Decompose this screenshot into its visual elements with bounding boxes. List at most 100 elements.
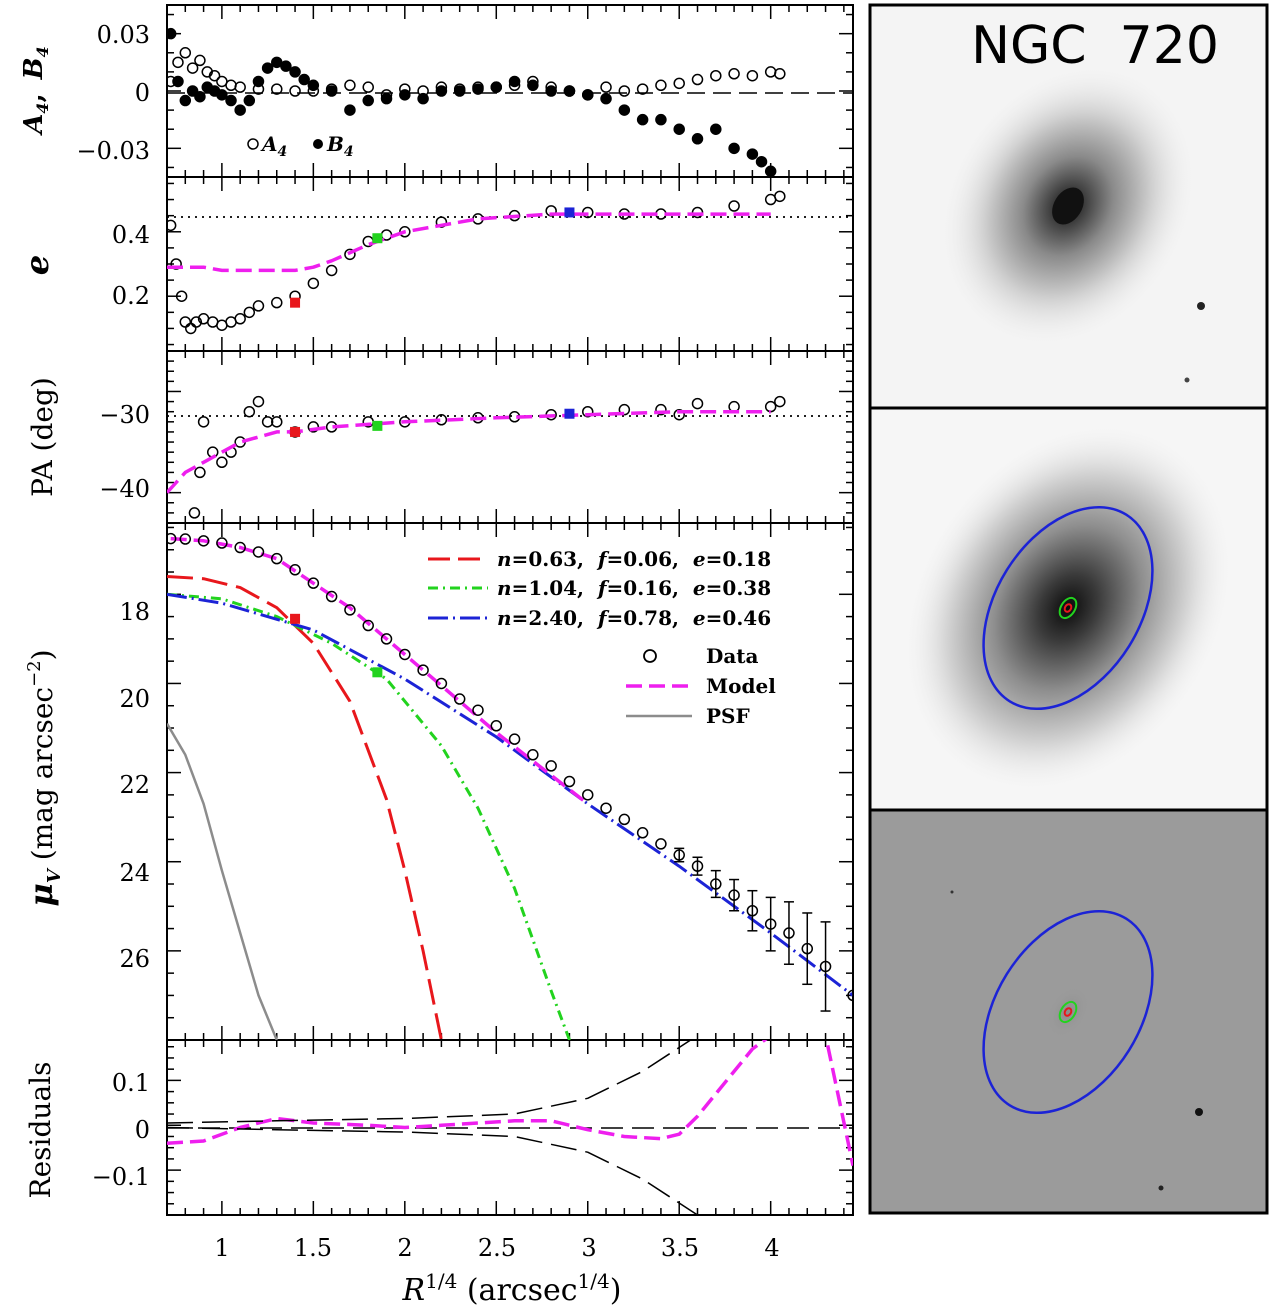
b4-point [618, 104, 631, 116]
legend-a4-marker [247, 138, 259, 150]
legend-eq: = [706, 547, 723, 571]
legend-a4-label: A4 [260, 132, 287, 160]
data-point [216, 456, 228, 469]
b4-point [289, 66, 301, 78]
b4-point [234, 104, 246, 116]
data-point [490, 720, 503, 732]
data-point [216, 537, 228, 549]
component2-isophote [1058, 596, 1078, 620]
legend-n-label: n [497, 606, 512, 630]
a4b4-y-label-sub-a: 4 [33, 102, 52, 113]
component-line [167, 592, 571, 1040]
data-point [673, 849, 685, 861]
a4-point [728, 68, 740, 80]
b4-point [728, 142, 740, 155]
legend-b4-label: B4 [326, 132, 354, 160]
a4-point [289, 85, 301, 97]
legend-component3-label: n=2.40, f=0.78, e=0.46 [497, 606, 771, 630]
component-line [167, 575, 443, 1040]
a4-point [172, 56, 184, 69]
star-marker [1184, 377, 1190, 383]
y-tick-label: 18 [119, 598, 150, 626]
component3-isophote [982, 505, 1154, 711]
model-line [167, 409, 771, 494]
legend-eq: = [607, 606, 624, 630]
data-point [325, 264, 338, 277]
legend-b4-marker [313, 139, 323, 149]
a4-point [252, 83, 265, 95]
data-point [243, 405, 256, 418]
green-component-marker [372, 667, 383, 678]
data-point [197, 416, 210, 428]
legend-component2-n: 1.04 [528, 576, 577, 600]
legend-b4-sub: 4 [344, 144, 354, 160]
data-point [179, 316, 192, 328]
a4-point [225, 79, 237, 92]
x-axis-label: R1/4 (arcsec1/4) [402, 1269, 622, 1308]
mu-y-label-main: μ [22, 883, 60, 906]
component-line [167, 592, 853, 997]
a4-point [527, 75, 539, 88]
b4-point [225, 94, 237, 107]
b4-point [298, 73, 310, 86]
data-point [618, 403, 631, 416]
y-tick-label: 0.2 [112, 282, 150, 310]
y-tick-label: 24 [119, 859, 150, 887]
model-galaxy-halo [904, 424, 1232, 792]
pa-y-axis-label: PA (deg) [26, 377, 59, 497]
legend-e-label: e [693, 547, 706, 571]
legend-e-label: e [693, 576, 706, 600]
a4-point [399, 83, 411, 95]
blue-component-marker [564, 207, 575, 218]
data-point [801, 942, 814, 955]
x-tick-label: 3 [581, 1234, 596, 1262]
data-point [261, 416, 274, 428]
data-point [399, 648, 411, 661]
y-tick-label: 22 [119, 771, 150, 799]
data-point [691, 397, 704, 410]
res-data-layer [167, 1040, 853, 1215]
legend-a4-letter: A [260, 132, 278, 156]
legend-psf-label: PSF [706, 704, 750, 728]
data-point [618, 813, 631, 826]
a4-point [417, 85, 429, 97]
residual-center [1044, 984, 1092, 1040]
data-point [167, 219, 177, 232]
pa-panel-frame [166, 350, 854, 524]
model-line [170, 536, 589, 806]
data-point [289, 564, 301, 576]
a4-point [673, 77, 685, 90]
legend-b4-letter: B [326, 132, 344, 156]
data-point [774, 190, 786, 203]
legend-eq: = [706, 576, 723, 600]
b4-point [186, 85, 199, 97]
b4-point [261, 62, 274, 74]
model-residual-line [167, 1040, 853, 1166]
a4-point [710, 69, 722, 82]
a4-point [435, 81, 448, 93]
legend-model-label: Model [706, 674, 776, 698]
a4-point [271, 83, 283, 95]
data-point [508, 733, 521, 745]
b4-point [280, 60, 292, 72]
model-line [167, 212, 771, 273]
legend-component1-f: 0.06 [623, 547, 672, 571]
data-point [307, 421, 320, 433]
y-tick-label: 0.03 [97, 21, 150, 49]
b4-point [636, 113, 649, 126]
data-point [563, 775, 576, 788]
data-point [847, 989, 853, 1002]
data-point [252, 395, 265, 408]
legend-data-marker [643, 649, 657, 663]
x-tick-label: 3.5 [661, 1234, 699, 1262]
legend-component3-n: 2.40 [528, 606, 577, 630]
data-point [435, 677, 448, 690]
data-point [175, 290, 188, 302]
legend-component1-label: n=0.63, f=0.06, e=0.18 [497, 547, 771, 571]
data-point [783, 927, 795, 939]
data-point [380, 633, 393, 645]
y-tick-label: −0.1 [92, 1163, 150, 1191]
component1-isophote-residual [1063, 1007, 1073, 1017]
b4-point [691, 133, 704, 145]
